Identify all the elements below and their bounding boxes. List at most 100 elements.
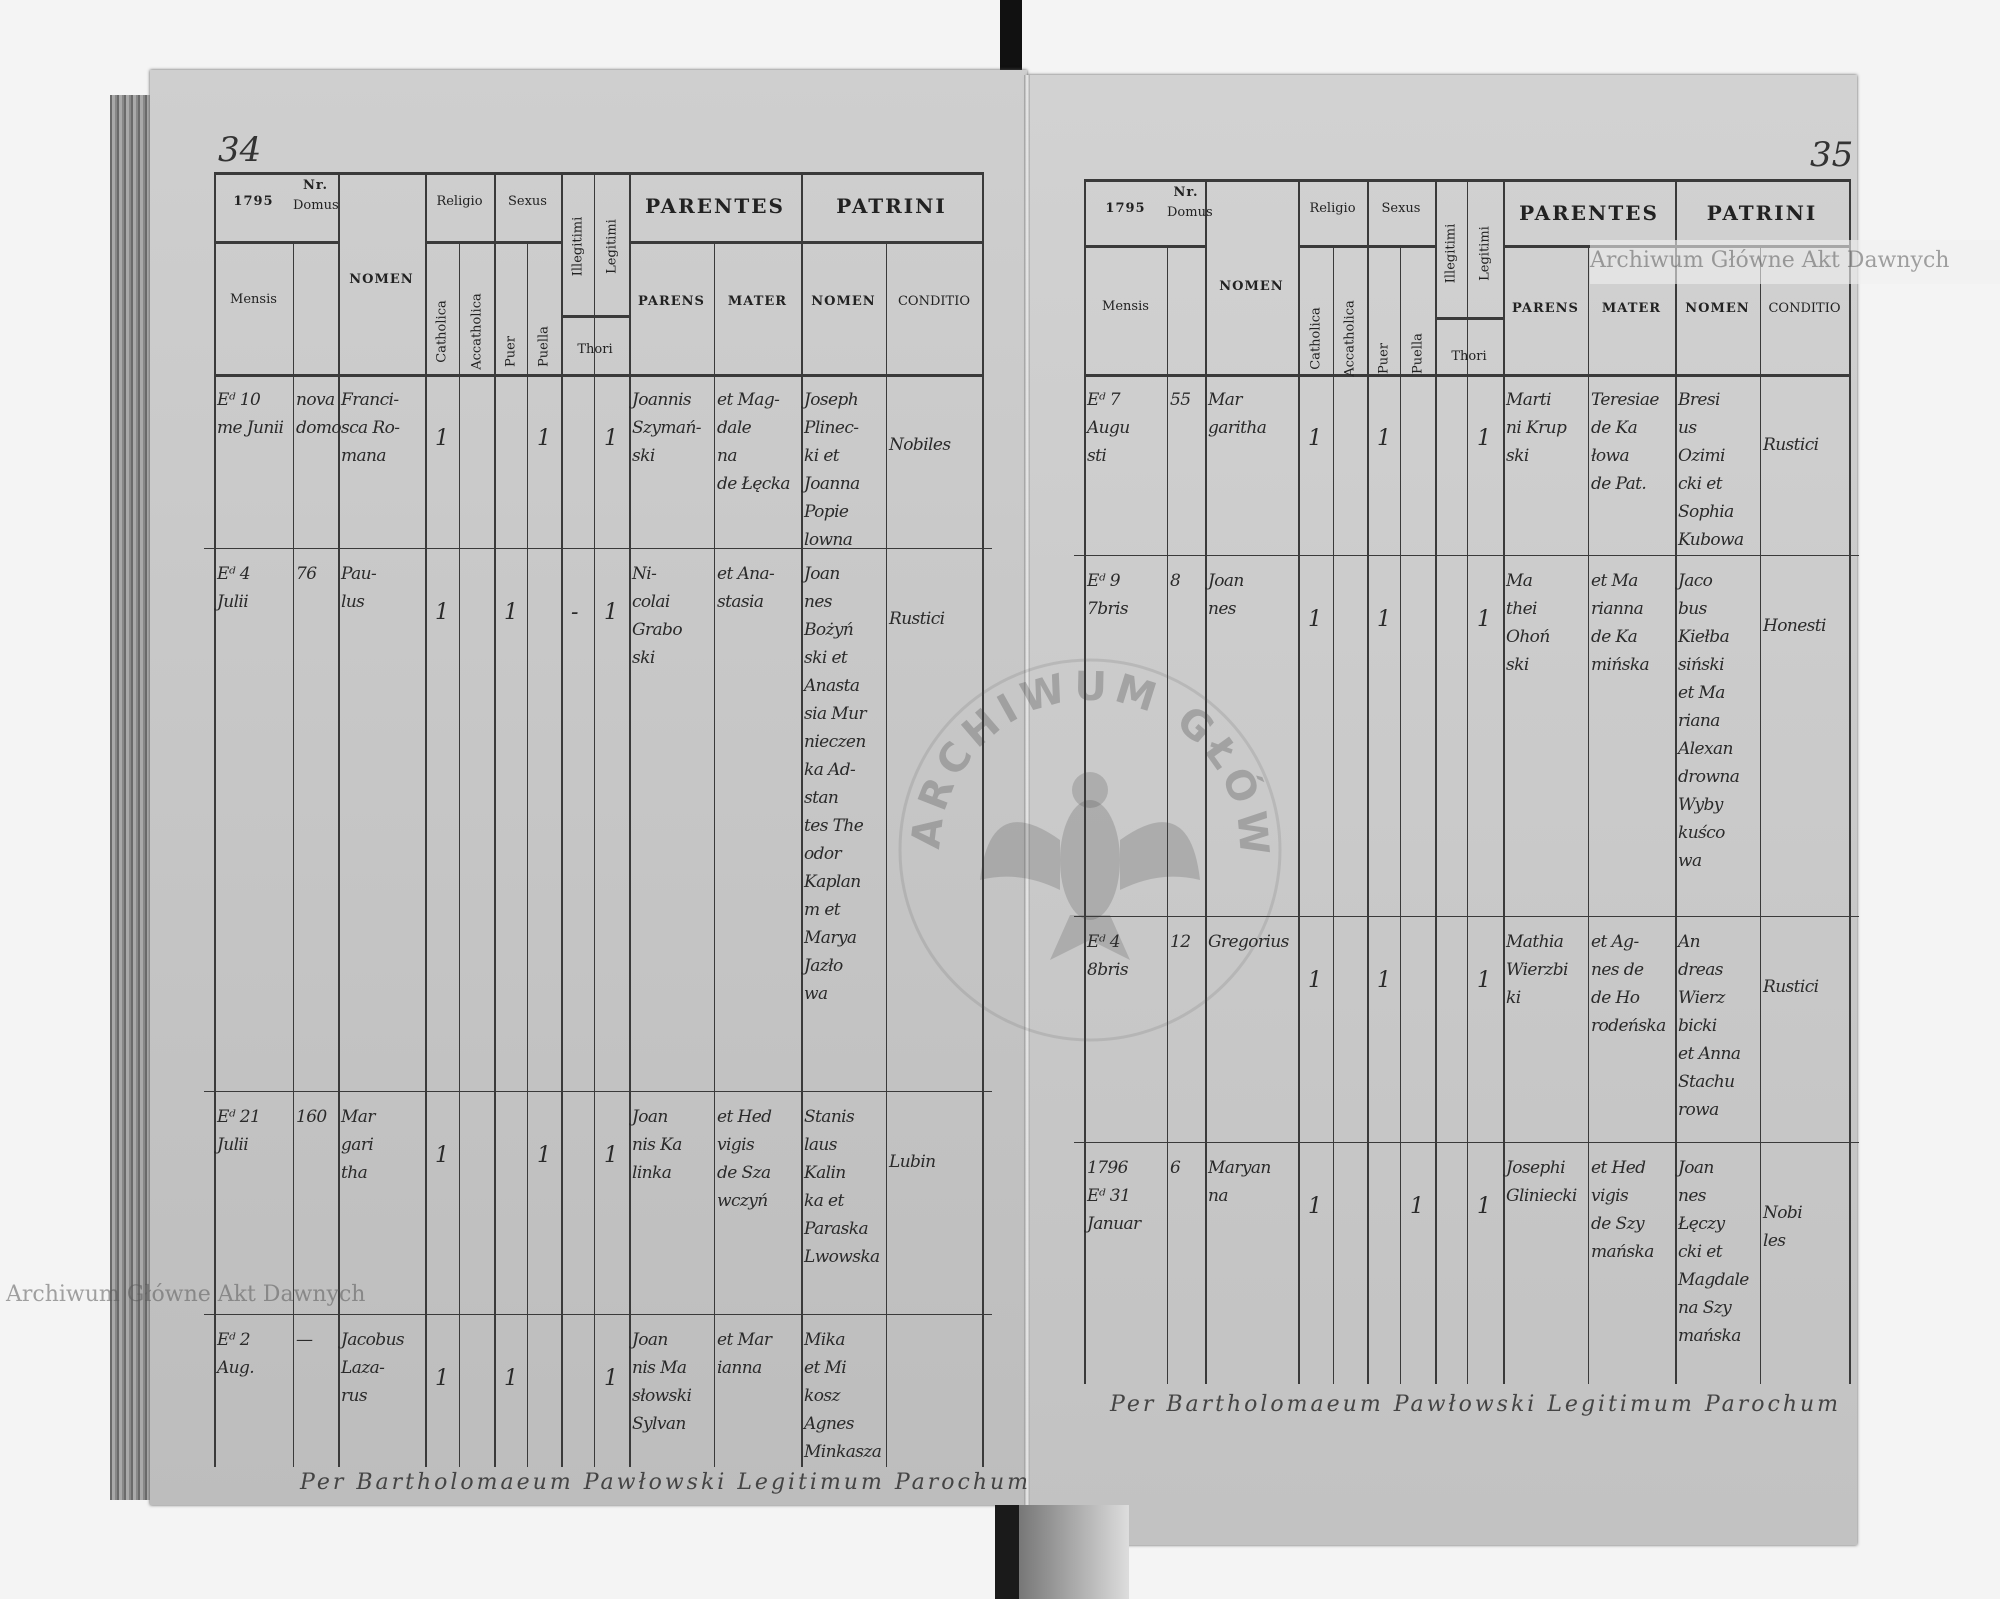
entry-conditio: Rustici	[889, 609, 945, 629]
entry-patrini: Stanis laus Kalin ka et Paraska Lwowska	[804, 1107, 880, 1267]
entry-mark-legitimi: 1	[1477, 426, 1491, 451]
sexus-label: Sexus	[508, 194, 547, 209]
entry-mark-legitimi: 1	[1477, 1194, 1491, 1219]
entry-domus: 12	[1170, 932, 1191, 952]
header-bottom-border	[1084, 374, 1849, 377]
column-line	[1205, 179, 1207, 1384]
puella-label: Puella	[536, 326, 552, 367]
entry-nomen: Mar gari tha	[341, 1107, 375, 1183]
year-label: 1795	[1105, 201, 1146, 216]
entry-mensis: Eᵈ 4 Julii	[217, 564, 251, 612]
column-line	[1588, 245, 1589, 1384]
column-line	[594, 172, 595, 1467]
entry-mark-legitimi: 1	[604, 600, 618, 625]
entry-nomen: Mar garitha	[1208, 390, 1267, 438]
entry-mark-catholica: 1	[435, 600, 449, 625]
column-line	[1084, 179, 1086, 1384]
column-line	[1467, 179, 1468, 1384]
column-line	[1503, 179, 1505, 1384]
entry-mater: et Mag- dale na de Łęcka	[717, 390, 791, 494]
row-separator	[1074, 916, 1859, 917]
accatholica-label: Accatholica	[469, 293, 484, 370]
entry-patrini: Joseph Plinec- ki et Joanna Popie lowna	[804, 390, 860, 550]
parens-label: PARENS	[1512, 301, 1579, 316]
entry-mark-puella: 1	[537, 1143, 551, 1168]
parentes-label: PARENTES	[1519, 201, 1659, 225]
thori-line	[1435, 317, 1503, 320]
table-top-border	[1084, 179, 1849, 182]
entry-patrini: Joan nes Łęczy cki et Magdale na Szy mań…	[1678, 1158, 1749, 1346]
column-line	[1760, 245, 1761, 1384]
entry-nomen: Maryan na	[1208, 1158, 1271, 1206]
entry-mark-legitimi: 1	[1477, 968, 1491, 993]
parentes-label: PARENTES	[645, 194, 785, 218]
table-top-border	[214, 172, 982, 175]
entry-mark-puer: 1	[1377, 968, 1391, 993]
thori-label: Thori	[577, 342, 613, 357]
entry-mensis: Eᵈ 9 7bris	[1087, 571, 1129, 619]
header-band-line	[214, 241, 338, 244]
entry-mark-puer: 1	[504, 1366, 518, 1391]
entry-mark-legitimi: 1	[604, 1366, 618, 1391]
entry-parens: Ma thei Ohoń ski	[1506, 571, 1550, 675]
entry-mater: et Ag- nes de de Ho rodeńska	[1591, 932, 1666, 1036]
patrini-nomen-label: NOMEN	[1685, 301, 1750, 316]
conditio-label: CONDITIO	[1768, 301, 1841, 316]
page-number-left: 34	[218, 130, 262, 170]
eagle-icon	[980, 772, 1200, 960]
spine-bottom	[995, 1505, 1019, 1599]
column-line	[1675, 179, 1677, 1384]
accatholica-label: Accatholica	[1342, 300, 1358, 377]
illegitimi-label: Illegitimi	[570, 216, 585, 277]
spine-top	[1000, 0, 1022, 75]
sexus-label: Sexus	[1381, 201, 1421, 216]
column-line	[1333, 245, 1334, 1384]
entry-mater: et Mar ianna	[717, 1330, 772, 1378]
entry-mark-legitimi: 1	[604, 426, 618, 451]
header-band-line	[1298, 245, 1435, 248]
entry-mark-catholica: 1	[1308, 607, 1322, 632]
entry-patrini: Bresi us Ozimi cki et Sophia Kubowa	[1678, 390, 1744, 550]
right-page	[1027, 75, 1857, 1545]
entry-parens: Josephi Gliniecki	[1506, 1158, 1577, 1206]
row-separator	[204, 1314, 992, 1315]
entry-parens: Joan nis Ka linka	[632, 1107, 682, 1183]
header-band-line	[629, 241, 982, 244]
entry-mark-illegitimi: -	[571, 600, 579, 625]
entry-mark-puella: 1	[537, 426, 551, 451]
entry-domus: —	[296, 1330, 313, 1350]
entry-domus: 55	[1170, 390, 1191, 410]
entry-mark-catholica: 1	[435, 1143, 449, 1168]
religio-label: Religio	[1309, 201, 1356, 216]
entry-domus: nova domo	[296, 390, 342, 438]
nr-label: Nr.	[1173, 185, 1199, 200]
nr-label: Nr.	[302, 178, 329, 193]
religio-label: Religio	[436, 194, 483, 209]
entry-mark-puer: 1	[1377, 426, 1391, 451]
puer-label: Puer	[503, 335, 518, 368]
left-page	[150, 70, 1027, 1505]
entry-conditio: Honesti	[1763, 616, 1826, 636]
column-line	[801, 172, 803, 1467]
entry-mark-catholica: 1	[435, 426, 449, 451]
entry-conditio: Nobi les	[1763, 1203, 1803, 1251]
parens-label: PARENS	[638, 294, 705, 309]
column-line	[561, 172, 563, 1467]
watermark-left: Archiwum Główne Akt Dawnych	[6, 1282, 366, 1307]
spine-bottom-shadow	[1019, 1505, 1129, 1599]
column-line	[1167, 245, 1168, 1384]
header-bottom-border	[214, 374, 982, 377]
domus-label: Domus	[1167, 205, 1213, 220]
row-separator	[1074, 1142, 1859, 1143]
entry-mensis: Eᵈ 21 Julii	[217, 1107, 261, 1155]
entry-conditio: Rustici	[1763, 435, 1819, 455]
entry-conditio: Lubin	[889, 1152, 936, 1172]
mensis-label: Mensis	[230, 292, 277, 307]
archive-stamp: ARCHIWUM GŁÓWNE AKT DAWNYCH	[880, 640, 1282, 1042]
column-line	[886, 241, 887, 1467]
entry-patrini: Jaco bus Kiełba siński et Ma riana Alexa…	[1678, 571, 1740, 871]
entry-mark-catholica: 1	[435, 1366, 449, 1391]
entry-mark-puer: 1	[1377, 607, 1391, 632]
entry-mark-puer: 1	[504, 600, 518, 625]
entry-domus: 160	[296, 1107, 327, 1127]
